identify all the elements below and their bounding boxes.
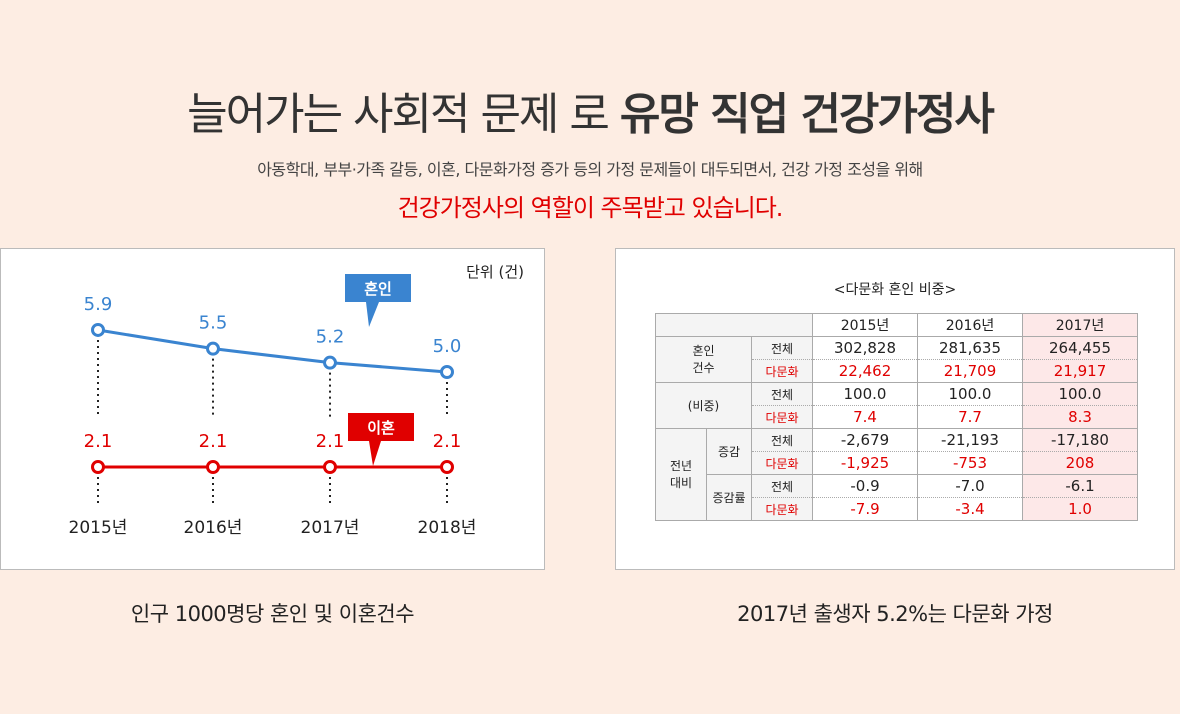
table-row: 증감률 전체 -0.9 -7.0 -6.1 bbox=[656, 474, 1138, 521]
row-key: 전체 bbox=[751, 428, 813, 452]
year-header: 2015년 bbox=[812, 313, 918, 337]
value-cell: 100.0 bbox=[917, 382, 1023, 406]
legend-divorce-box bbox=[348, 413, 414, 441]
subgroup-label: 증감 bbox=[706, 428, 752, 475]
legend-divorce: 이혼 bbox=[367, 419, 395, 437]
value-cell: 302,828 bbox=[812, 336, 918, 360]
title-light: 늘어가는 사회적 문제 로 bbox=[187, 89, 610, 140]
legend-marriage-box bbox=[345, 274, 411, 302]
row-key: 전체 bbox=[751, 474, 813, 498]
data-point bbox=[206, 341, 220, 356]
legend-divorce-pointer bbox=[369, 441, 381, 466]
value-cell: -17,180 bbox=[1022, 428, 1138, 452]
data-label: 2.1 bbox=[84, 431, 113, 452]
value-cell: 7.4 bbox=[812, 405, 918, 429]
subgroup-label: 증감률 bbox=[706, 474, 752, 521]
value-cell: 281,635 bbox=[917, 336, 1023, 360]
data-point bbox=[440, 365, 454, 379]
table-row: (비중) 전체 100.0 100.0 100.0 bbox=[655, 382, 1138, 429]
corner-cell bbox=[655, 313, 813, 337]
value-cell: 1.0 bbox=[1022, 497, 1138, 521]
table-caption: 2017년 출생자 5.2%는 다문화 가정 bbox=[737, 602, 1053, 626]
value-cell: -3.4 bbox=[917, 497, 1023, 521]
table-row: 다문화 -1,925 -753 208 bbox=[656, 451, 1138, 475]
value-cell: -753 bbox=[917, 451, 1023, 475]
chart-caption: 인구 1000명당 혼인 및 이혼건수 bbox=[130, 602, 415, 626]
series-line-0 bbox=[97, 328, 448, 374]
page-title: 늘어가는 사회적 문제 로 유망 직업 건강가정사 bbox=[0, 78, 1180, 142]
value-cell: 208 bbox=[1022, 451, 1138, 475]
row-key: 다문화 bbox=[751, 451, 813, 475]
value-cell: -2,679 bbox=[812, 428, 918, 452]
data-point bbox=[91, 322, 105, 337]
value-cell: 21,709 bbox=[917, 359, 1023, 383]
value-cell: -1,925 bbox=[812, 451, 918, 475]
data-table: 2015년 2016년 2017년 혼인 건수 전체 302,828 281,635 264,4… bbox=[655, 313, 1138, 521]
data-point bbox=[440, 460, 454, 474]
table-row: 혼인 건수 전체 302,828 281,635 264,455 bbox=[655, 336, 1138, 383]
highlight-text: 건강가정사의 역할이 주목받고 있습니다. bbox=[397, 194, 784, 222]
data-label: 2.1 bbox=[433, 431, 462, 452]
value-cell: -7.9 bbox=[812, 497, 918, 521]
data-label: 5.0 bbox=[433, 336, 462, 357]
row-key: 다문화 bbox=[751, 405, 813, 429]
table-title: <다문화 혼인 비중> bbox=[833, 282, 957, 298]
table-row: 다문화 7.4 7.7 8.3 bbox=[656, 405, 1138, 429]
data-point bbox=[323, 460, 337, 474]
subtitle: 아동학대, 부부·가족 갈등, 이혼, 다문화가정 증가 등의 가정 문제들이 … bbox=[257, 160, 923, 179]
value-cell: 264,455 bbox=[1022, 336, 1138, 360]
table-row: 전년 대비 증감 전체 -2,679 -21,193 -17,180 bbox=[655, 428, 1138, 521]
value-cell: 100.0 bbox=[812, 382, 918, 406]
row-key: 전체 bbox=[751, 336, 813, 360]
value-cell: -21,193 bbox=[917, 428, 1023, 452]
data-label: 5.2 bbox=[316, 327, 345, 348]
row-key: 전체 bbox=[751, 382, 813, 406]
table-row: 다문화 22,462 21,709 21,917 bbox=[656, 359, 1138, 383]
data-label: 2.1 bbox=[199, 431, 228, 452]
legend-marriage: 혼인 bbox=[364, 280, 392, 298]
year-header: 2016년 bbox=[917, 313, 1023, 337]
header-row: 2015년 2016년 2017년 bbox=[655, 313, 1138, 337]
row-key: 다문화 bbox=[751, 359, 813, 383]
unit-label: 단위 (건) bbox=[466, 263, 524, 281]
data-label: 2.1 bbox=[316, 431, 345, 452]
value-cell: -0.9 bbox=[812, 474, 918, 498]
row-key: 다문화 bbox=[751, 497, 813, 521]
x-tick-label: 2015년 bbox=[69, 518, 128, 538]
group-label: 전년 대비 bbox=[655, 428, 707, 521]
x-tick-label: 2018년 bbox=[418, 518, 477, 538]
group-label: (비중) bbox=[655, 382, 752, 429]
table-row: 다문화 -7.9 -3.4 1.0 bbox=[656, 497, 1138, 521]
year-header: 2017년 bbox=[1022, 313, 1138, 337]
table-panel: <다문화 혼인 비중> 2015년 2016년 2017년 혼인 건수 전체 302,828… bbox=[615, 248, 1175, 570]
data-label: 5.5 bbox=[199, 313, 228, 334]
data-point bbox=[323, 355, 337, 370]
legend-marriage-pointer bbox=[366, 302, 379, 327]
value-cell: 22,462 bbox=[812, 359, 918, 383]
value-cell: 8.3 bbox=[1022, 405, 1138, 429]
value-cell: 100.0 bbox=[1022, 382, 1138, 406]
x-tick-label: 2017년 bbox=[301, 518, 360, 538]
data-point bbox=[206, 460, 220, 474]
x-tick-label: 2016년 bbox=[184, 518, 243, 538]
value-cell: -7.0 bbox=[917, 474, 1023, 498]
value-cell: -6.1 bbox=[1022, 474, 1138, 498]
data-label: 5.9 bbox=[84, 294, 113, 315]
value-cell: 7.7 bbox=[917, 405, 1023, 429]
title-bold: 유망 직업 건강가정사 bbox=[619, 89, 995, 140]
data-point bbox=[91, 460, 105, 474]
group-label: 혼인 건수 bbox=[655, 336, 752, 383]
value-cell: 21,917 bbox=[1022, 359, 1138, 383]
